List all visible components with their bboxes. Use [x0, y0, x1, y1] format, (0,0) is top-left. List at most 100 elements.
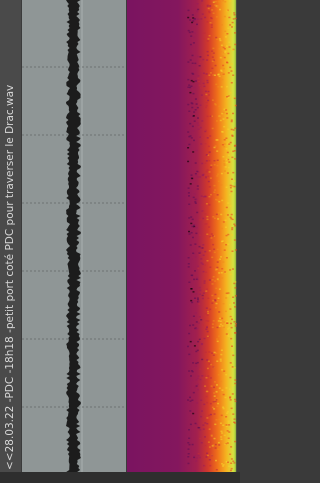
- noise-speck: [221, 241, 223, 243]
- noise-speck: [231, 234, 233, 236]
- noise-speck: [227, 462, 229, 464]
- noise-speck: [208, 160, 210, 162]
- noise-speck: [219, 318, 221, 320]
- noise-speck: [223, 408, 225, 410]
- noise-speck: [201, 344, 203, 346]
- noise-speck: [219, 108, 221, 110]
- noise-speck: [204, 385, 206, 387]
- noise-speck: [214, 438, 216, 440]
- noise-speck: [221, 268, 223, 270]
- noise-speck: [231, 214, 233, 216]
- noise-speck: [215, 269, 217, 271]
- noise-speck: [190, 35, 192, 37]
- noise-speck: [192, 130, 194, 132]
- noise-speck: [199, 287, 201, 289]
- noise-speck: [218, 259, 220, 261]
- noise-speck: [217, 261, 219, 263]
- noise-speck: [215, 444, 217, 446]
- noise-speck: [206, 203, 208, 205]
- noise-speck: [203, 83, 205, 85]
- noise-speck: [216, 303, 218, 305]
- noise-speck: [203, 404, 205, 406]
- noise-speck: [206, 396, 208, 398]
- noise-speck: [206, 453, 208, 455]
- noise-speck: [228, 424, 230, 426]
- noise-speck: [193, 319, 195, 321]
- noise-speck: [221, 463, 223, 465]
- noise-speck: [229, 377, 231, 379]
- noise-speck: [199, 252, 201, 254]
- noise-speck: [231, 341, 233, 343]
- noise-speck: [212, 407, 214, 409]
- noise-speck: [189, 220, 191, 222]
- noise-speck: [227, 244, 229, 246]
- noise-speck: [201, 375, 203, 377]
- noise-speck: [228, 466, 230, 468]
- noise-speck: [199, 176, 201, 178]
- noise-speck: [214, 5, 216, 7]
- noise-speck: [209, 309, 211, 311]
- noise-speck: [217, 86, 219, 88]
- noise-speck: [209, 186, 211, 188]
- noise-speck: [220, 359, 222, 361]
- noise-speck: [192, 126, 194, 128]
- noise-speck: [207, 137, 209, 139]
- noise-speck: [197, 185, 199, 187]
- noise-speck: [191, 22, 193, 24]
- noise-speck: [213, 366, 215, 368]
- noise-speck: [206, 456, 208, 458]
- noise-speck: [224, 435, 226, 437]
- noise-speck: [190, 44, 192, 46]
- file-name[interactable]: <<28.03.22 -PDC -18h18 -petit port coté …: [3, 85, 17, 470]
- noise-speck: [211, 233, 213, 235]
- noise-speck: [220, 51, 222, 53]
- noise-speck: [207, 455, 209, 457]
- noise-speck: [196, 19, 198, 21]
- noise-speck: [199, 105, 201, 107]
- noise-speck: [213, 355, 215, 357]
- noise-speck: [208, 94, 210, 96]
- noise-speck: [215, 104, 217, 106]
- noise-speck: [197, 299, 199, 301]
- noise-speck: [228, 143, 230, 145]
- noise-speck: [189, 346, 191, 348]
- noise-speck: [233, 180, 235, 182]
- noise-speck: [191, 46, 193, 48]
- noise-speck: [192, 342, 194, 344]
- noise-speck: [218, 320, 220, 322]
- noise-speck: [234, 422, 236, 424]
- noise-speck: [199, 316, 201, 318]
- noise-speck: [193, 457, 195, 459]
- noise-speck: [196, 379, 198, 381]
- noise-speck: [218, 201, 220, 203]
- noise-speck: [188, 10, 190, 12]
- noise-speck: [214, 218, 216, 220]
- noise-speck: [231, 229, 233, 231]
- noise-speck: [212, 128, 214, 130]
- noise-speck: [197, 350, 199, 352]
- noise-speck: [223, 221, 225, 223]
- noise-speck: [201, 195, 203, 197]
- noise-speck: [219, 38, 221, 40]
- noise-speck: [213, 13, 215, 15]
- noise-speck: [193, 197, 195, 199]
- noise-speck: [209, 135, 211, 137]
- noise-speck: [209, 151, 211, 153]
- noise-speck: [226, 187, 228, 189]
- noise-speck: [204, 264, 206, 266]
- noise-speck: [212, 56, 214, 58]
- noise-speck: [193, 420, 195, 422]
- noise-speck: [202, 424, 204, 426]
- noise-speck: [213, 276, 215, 278]
- noise-speck: [191, 178, 193, 180]
- noise-speck: [191, 400, 193, 402]
- noise-speck: [206, 223, 208, 225]
- noise-speck: [191, 107, 193, 109]
- noise-speck: [234, 44, 236, 46]
- noise-speck: [193, 225, 195, 227]
- noise-speck: [210, 177, 212, 179]
- noise-speck: [190, 300, 192, 302]
- noise-speck: [196, 277, 198, 279]
- noise-speck: [215, 145, 217, 147]
- noise-speck: [217, 403, 219, 405]
